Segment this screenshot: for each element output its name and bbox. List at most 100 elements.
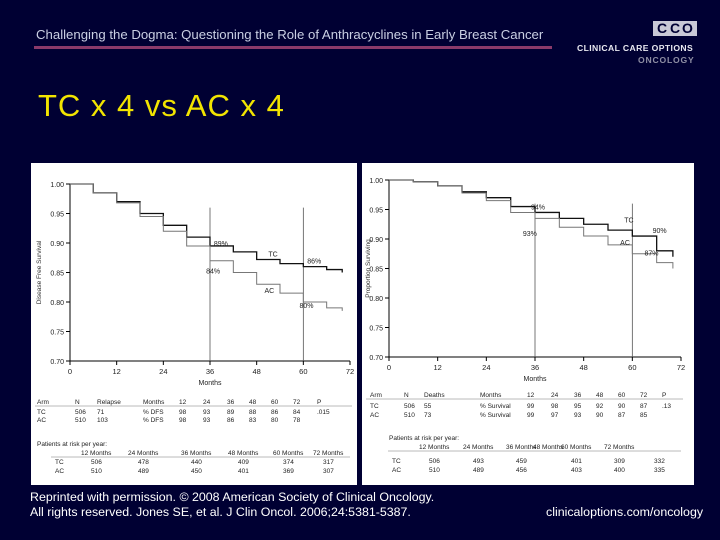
table-header: 72 xyxy=(293,399,301,406)
at-risk-cell: 369 xyxy=(283,468,294,475)
x-tick-label: 24 xyxy=(482,363,490,372)
at-risk-cell: 506 xyxy=(429,458,440,465)
curve-annotation: 90% xyxy=(653,228,667,235)
y-tick-label: 0.75 xyxy=(50,330,64,337)
at-risk-cell: 400 xyxy=(614,467,625,474)
table-header: 60 xyxy=(618,392,626,399)
table-cell: 98 xyxy=(179,417,187,424)
x-tick-label: 48 xyxy=(579,363,587,372)
at-risk-cell: 332 xyxy=(654,458,665,465)
y-tick-label: 0.90 xyxy=(369,237,383,244)
logo-letter: O xyxy=(682,20,693,36)
at-risk-title: Patients at risk per year: xyxy=(389,435,459,442)
at-risk-cell: 510 xyxy=(91,468,102,475)
curve-annotation: 80% xyxy=(299,303,313,310)
at-risk-cell: 489 xyxy=(473,467,484,474)
table-header: 24 xyxy=(203,399,211,406)
y-tick-label: 1.00 xyxy=(50,182,64,189)
y-tick-label: 0.80 xyxy=(369,296,383,303)
citation: Reprinted with permission. © 2008 Americ… xyxy=(30,490,434,520)
table-cell: 83 xyxy=(249,417,257,424)
table-header: Months xyxy=(143,399,165,406)
table-cell: .015 xyxy=(317,409,330,416)
table-header: N xyxy=(404,392,409,399)
table-cell: 98 xyxy=(551,403,559,410)
at-risk-header: 60 Months xyxy=(561,444,592,451)
x-tick-label: 60 xyxy=(628,363,636,372)
at-risk-header: 24 Months xyxy=(128,450,159,457)
at-risk-cell: 456 xyxy=(516,467,527,474)
at-risk-cell: 493 xyxy=(473,458,484,465)
x-tick-label: 36 xyxy=(531,363,539,372)
table-header: 24 xyxy=(551,392,559,399)
table-header: Arm xyxy=(37,399,49,406)
at-risk-cell: 309 xyxy=(614,458,625,465)
table-header: Relapse xyxy=(97,399,121,406)
curve-annotation: 84% xyxy=(206,269,220,276)
table-cell: 99 xyxy=(527,412,535,419)
table-cell: 86 xyxy=(227,417,235,424)
table-cell: 93 xyxy=(203,409,211,416)
citation-line2: All rights reserved. Jones SE, et al. J … xyxy=(30,505,411,519)
curve-annotation: 86% xyxy=(307,259,321,266)
table-cell: AC xyxy=(370,412,379,419)
curve-annotation: 93% xyxy=(523,231,537,238)
at-risk-cell: 450 xyxy=(191,468,202,475)
table-cell: .13 xyxy=(662,403,671,410)
table-cell: 87 xyxy=(640,403,648,410)
at-risk-cell: 403 xyxy=(571,467,582,474)
table-cell: 80 xyxy=(271,417,279,424)
table-header: 72 xyxy=(640,392,648,399)
curve-annotation: 89% xyxy=(214,241,228,248)
x-tick-label: 72 xyxy=(677,363,685,372)
website-link[interactable]: clinicaloptions.com/oncology xyxy=(546,505,704,519)
dfs-chart: 0.70 0.75 0.80 0.85 0.90 0.95 1.00 0 12 24 36 48 60 7… xyxy=(35,182,354,475)
table-header: Months xyxy=(480,392,502,399)
x-tick-label: 60 xyxy=(299,367,307,376)
table-cell: 506 xyxy=(404,403,415,410)
table-header: P xyxy=(317,399,321,406)
table-cell: 92 xyxy=(596,403,604,410)
y-tick-label: 0.85 xyxy=(369,267,383,274)
table-cell: % DFS xyxy=(143,409,164,416)
table-cell: TC xyxy=(37,409,46,416)
x-tick-label: 12 xyxy=(433,363,441,372)
at-risk-cell: 401 xyxy=(571,458,582,465)
curve-annotation: TC xyxy=(624,217,633,224)
table-cell: 510 xyxy=(404,412,415,419)
at-risk-header: 24 Months xyxy=(463,444,494,451)
curve-annotation: AC xyxy=(620,240,630,247)
dfs-chart-panel: 0.70 0.75 0.80 0.85 0.90 0.95 1.00 0 12 24 36 48 60 7… xyxy=(31,163,357,485)
at-risk-cell: 459 xyxy=(516,458,527,465)
table-cell: 95 xyxy=(574,403,582,410)
y-tick-label: 0.95 xyxy=(369,208,383,215)
survival-curve-ac xyxy=(389,179,674,269)
x-axis-label: Months xyxy=(199,380,222,387)
at-risk-cell: 409 xyxy=(238,459,249,466)
table-cell: 97 xyxy=(551,412,559,419)
at-risk-cell: 510 xyxy=(429,467,440,474)
table-cell: 73 xyxy=(424,412,432,419)
table-header: 36 xyxy=(227,399,235,406)
logo-text-line2: ONCOLOGY xyxy=(638,55,695,65)
x-tick-label: 48 xyxy=(252,367,260,376)
table-header: Deaths xyxy=(424,392,445,399)
table-cell: 78 xyxy=(293,417,301,424)
at-risk-cell: 317 xyxy=(323,459,334,466)
y-tick-label: 1.00 xyxy=(369,178,383,185)
x-tick-label: 36 xyxy=(206,367,214,376)
x-tick-label: 0 xyxy=(68,367,72,376)
table-cell: 90 xyxy=(618,403,626,410)
at-risk-cell: 506 xyxy=(91,459,102,466)
logo-mark: C C O xyxy=(653,20,697,36)
y-tick-label: 0.70 xyxy=(50,359,64,366)
table-header: 12 xyxy=(179,399,187,406)
os-chart: 0.70 0.75 0.80 0.85 0.90 0.95 1.00 0 12 24 36 48 60 7… xyxy=(365,178,685,474)
logo-text-line1: CLINICAL CARE OPTIONS xyxy=(577,43,694,53)
at-risk-header: 60 Months xyxy=(273,450,304,457)
x-axis-label: Months xyxy=(524,376,547,383)
table-cell: % Survival xyxy=(480,412,511,419)
table-cell: AC xyxy=(37,417,46,424)
slide-title: TC x 4 vs AC x 4 xyxy=(38,88,285,123)
x-tick-label: 24 xyxy=(159,367,167,376)
